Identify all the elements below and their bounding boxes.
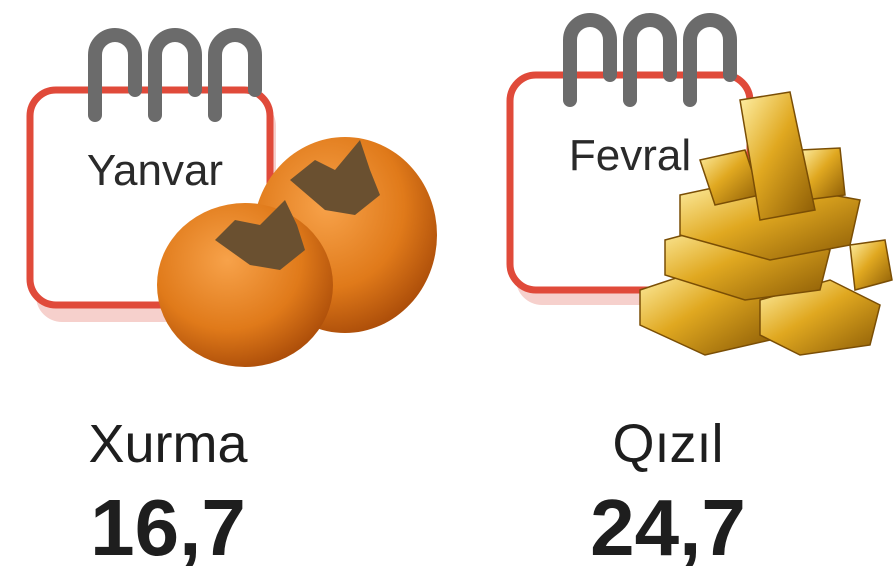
infographic: Yanvar Fevral Xurma 16,7 Qızıl 24,7	[0, 0, 894, 566]
product-value: 24,7	[590, 483, 746, 566]
product-value: 16,7	[90, 483, 246, 566]
product-name: Qızıl	[612, 414, 723, 474]
month-label: Yanvar	[87, 146, 223, 195]
product-name: Xurma	[88, 414, 248, 474]
month-label: Fevral	[569, 131, 691, 180]
